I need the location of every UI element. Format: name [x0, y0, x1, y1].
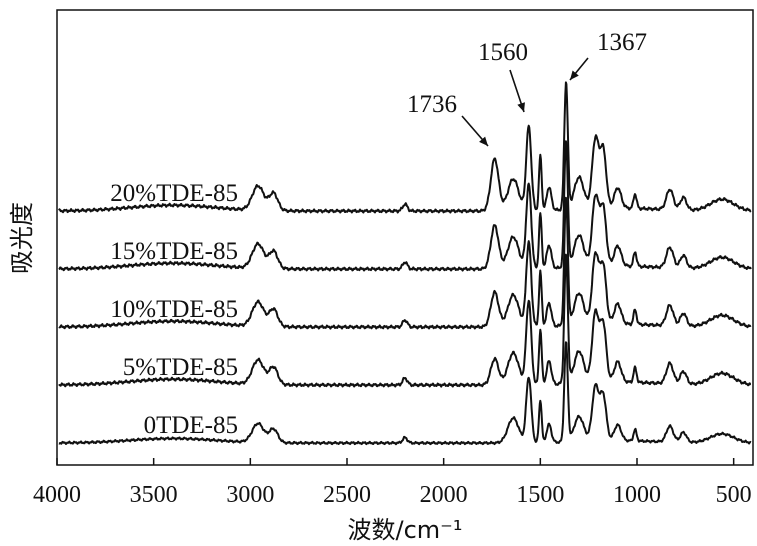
- peak-arrow-head: [570, 70, 579, 80]
- x-tick-label: 1500: [516, 482, 564, 508]
- x-tick-label: 500: [716, 482, 752, 508]
- plot-frame: [56, 9, 754, 466]
- series-line: [58, 140, 752, 272]
- x-tick-label: 1000: [613, 482, 661, 508]
- series-line: [58, 81, 752, 214]
- series-group: 20%TDE-85 15%TDE-85 10%TDE-85 5%TDE-85 0TDE-…: [58, 81, 752, 446]
- x-tick-label: 2500: [323, 482, 371, 508]
- series-line: [58, 196, 752, 330]
- peak-label: 1736: [407, 91, 457, 118]
- series-label: 20%TDE-85: [110, 180, 238, 207]
- peak-annotations: 1736 1560 1367: [407, 29, 647, 147]
- y-axis-title: 吸光度: [8, 202, 36, 274]
- x-tick-label: 3500: [130, 482, 178, 508]
- peak-label: 1367: [597, 29, 647, 56]
- peak-arrow-head: [517, 102, 525, 112]
- x-tick-label: 4000: [33, 482, 81, 508]
- x-axis-title: 波数/cm⁻¹: [348, 516, 463, 544]
- series-label: 5%TDE-85: [123, 354, 238, 381]
- series-label: 15%TDE-85: [110, 238, 238, 265]
- series-label: 0TDE-85: [144, 412, 238, 439]
- x-ticks: 4000 3500 3000 2500 2000 1500 1000 500: [33, 458, 752, 508]
- series-label: 10%TDE-85: [110, 296, 238, 323]
- x-tick-label: 2000: [420, 482, 468, 508]
- x-tick-label: 3000: [226, 482, 274, 508]
- peak-label: 1560: [478, 39, 528, 66]
- peak-arrow-head: [479, 136, 488, 146]
- series-line: [58, 253, 752, 388]
- series-line: [58, 341, 752, 446]
